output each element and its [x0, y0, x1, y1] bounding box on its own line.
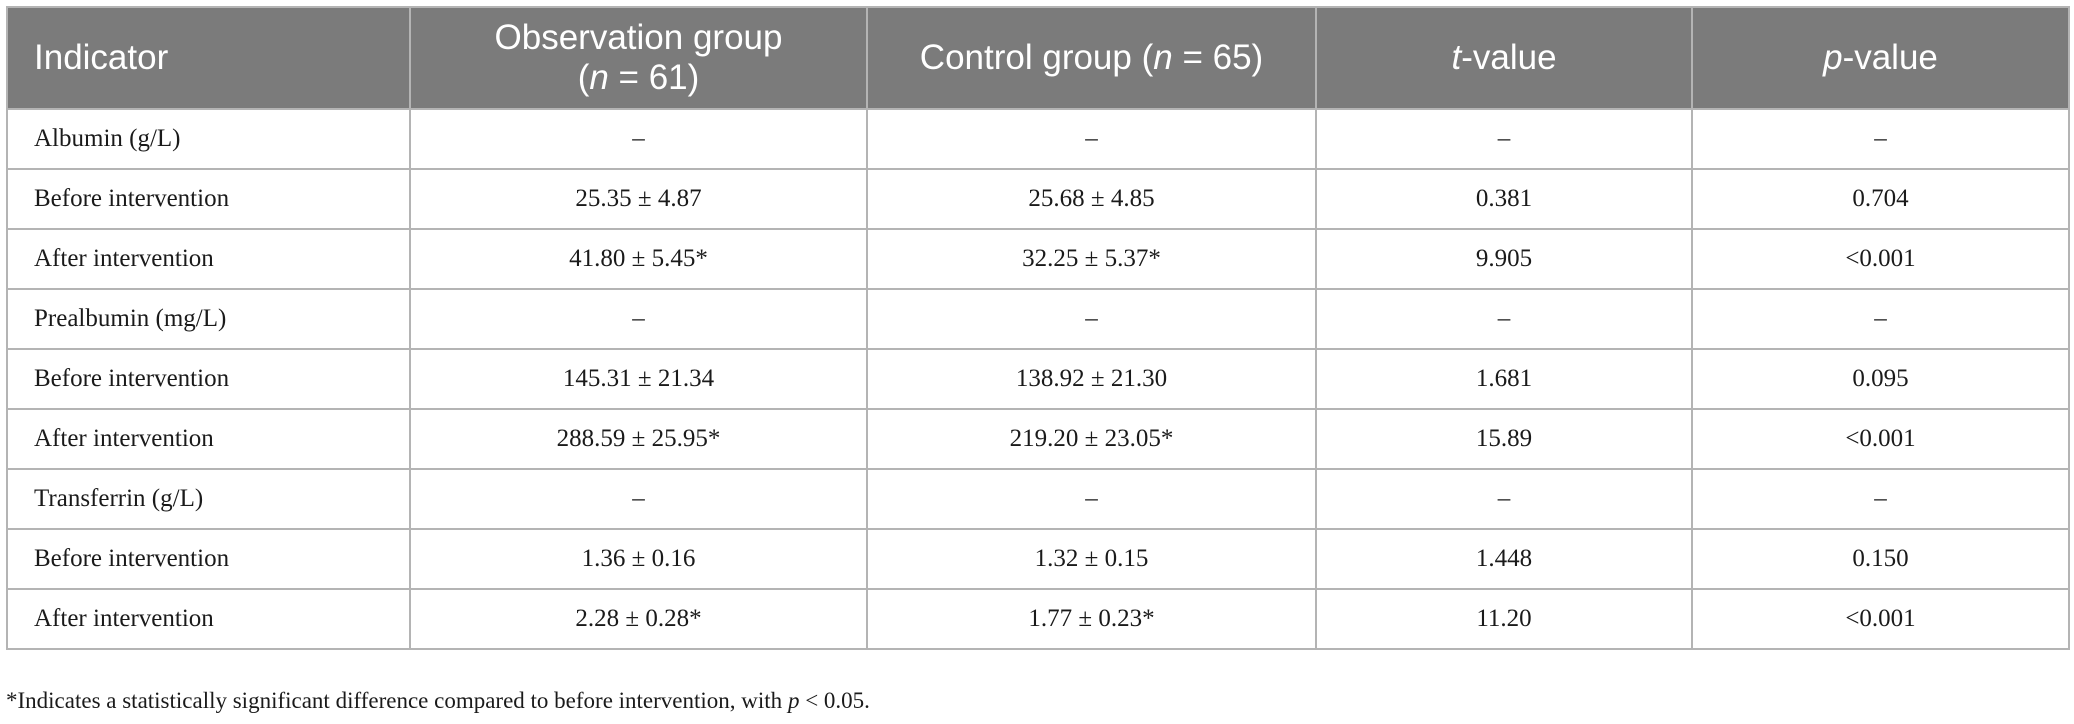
- cell-indicator: Prealbumin (mg/L): [6, 288, 411, 350]
- header-p-value: p-value: [1691, 6, 2070, 110]
- header-indicator: Indicator: [6, 6, 411, 110]
- table-header: Indicator Observation group (n = 61) Cont…: [6, 6, 2070, 110]
- header-observation-group: Observation group (n = 61): [409, 6, 868, 110]
- cell-p-value: <0.001: [1691, 408, 2070, 470]
- cell-observation: –: [409, 108, 868, 170]
- table-row: Transferrin (g/L) – – – –: [6, 468, 2070, 530]
- cell-p-value: –: [1691, 288, 2070, 350]
- cell-t-value: 11.20: [1315, 588, 1693, 650]
- cell-indicator: After intervention: [6, 588, 411, 650]
- table-row: Albumin (g/L) – – – –: [6, 108, 2070, 170]
- header-t-value: t-value: [1315, 6, 1693, 110]
- cell-indicator: Transferrin (g/L): [6, 468, 411, 530]
- table-row: Before intervention 1.36 ± 0.16 1.32 ± 0…: [6, 528, 2070, 590]
- results-table: Indicator Observation group (n = 61) Cont…: [6, 6, 2070, 650]
- cell-t-value: 9.905: [1315, 228, 1693, 290]
- cell-observation: 1.36 ± 0.16: [409, 528, 868, 590]
- header-t-var: t: [1451, 38, 1462, 77]
- table-row: After intervention 288.59 ± 25.95* 219.2…: [6, 408, 2070, 470]
- footnote-threshold: < 0.05.: [799, 688, 870, 713]
- cell-control: 32.25 ± 5.37*: [866, 228, 1317, 290]
- cell-t-value: –: [1315, 108, 1693, 170]
- cell-indicator: Albumin (g/L): [6, 108, 411, 170]
- header-control-n: n: [1153, 38, 1173, 77]
- header-p-var: p: [1823, 38, 1843, 77]
- cell-t-value: 1.448: [1315, 528, 1693, 590]
- table-row: Before intervention 145.31 ± 21.34 138.9…: [6, 348, 2070, 410]
- table-row: After intervention 2.28 ± 0.28* 1.77 ± 0…: [6, 588, 2070, 650]
- header-control-group: Control group (n = 65): [866, 6, 1317, 110]
- cell-control: 219.20 ± 23.05*: [866, 408, 1317, 470]
- cell-control: 138.92 ± 21.30: [866, 348, 1317, 410]
- header-row: Indicator Observation group (n = 61) Cont…: [6, 6, 2070, 110]
- cell-t-value: 0.381: [1315, 168, 1693, 230]
- cell-observation: –: [409, 468, 868, 530]
- cell-p-value: <0.001: [1691, 228, 2070, 290]
- cell-indicator: Before intervention: [6, 528, 411, 590]
- table-row: Prealbumin (mg/L) – – – –: [6, 288, 2070, 350]
- cell-indicator: After intervention: [6, 228, 411, 290]
- cell-observation: 145.31 ± 21.34: [409, 348, 868, 410]
- cell-p-value: –: [1691, 108, 2070, 170]
- cell-observation: 25.35 ± 4.87: [409, 168, 868, 230]
- cell-t-value: 1.681: [1315, 348, 1693, 410]
- header-observation-n: n: [589, 58, 609, 97]
- cell-observation: 288.59 ± 25.95*: [409, 408, 868, 470]
- cell-control: –: [866, 288, 1317, 350]
- footnote-text: *Indicates a statistically significant d…: [6, 688, 788, 713]
- cell-p-value: 0.095: [1691, 348, 2070, 410]
- cell-control: 1.77 ± 0.23*: [866, 588, 1317, 650]
- cell-indicator: Before intervention: [6, 168, 411, 230]
- cell-p-value: 0.704: [1691, 168, 2070, 230]
- cell-p-value: 0.150: [1691, 528, 2070, 590]
- header-indicator-label: Indicator: [34, 38, 169, 77]
- header-control-label: Control group (: [919, 38, 1154, 77]
- header-observation-n-value: = 61): [608, 58, 700, 97]
- table-row: After intervention 41.80 ± 5.45* 32.25 ±…: [6, 228, 2070, 290]
- footnote-p-var: p: [787, 688, 800, 713]
- cell-control: 1.32 ± 0.15: [866, 528, 1317, 590]
- cell-t-value: –: [1315, 468, 1693, 530]
- cell-indicator: After intervention: [6, 408, 411, 470]
- cell-p-value: –: [1691, 468, 2070, 530]
- table-row: Before intervention 25.35 ± 4.87 25.68 ±…: [6, 168, 2070, 230]
- cell-t-value: 15.89: [1315, 408, 1693, 470]
- table-body: Albumin (g/L) – – – – Before interventio…: [6, 108, 2070, 650]
- cell-indicator: Before intervention: [6, 348, 411, 410]
- table-footnote: *Indicates a statistically significant d…: [6, 688, 870, 714]
- cell-control: –: [866, 468, 1317, 530]
- cell-observation: –: [409, 288, 868, 350]
- header-control-n-value: = 65): [1172, 38, 1264, 77]
- header-observation-label: Observation group: [494, 18, 783, 57]
- header-p-rest: -value: [1842, 38, 1938, 77]
- cell-control: –: [866, 108, 1317, 170]
- cell-observation: 41.80 ± 5.45*: [409, 228, 868, 290]
- header-t-rest: -value: [1461, 38, 1557, 77]
- cell-t-value: –: [1315, 288, 1693, 350]
- cell-control: 25.68 ± 4.85: [866, 168, 1317, 230]
- cell-observation: 2.28 ± 0.28*: [409, 588, 868, 650]
- cell-p-value: <0.001: [1691, 588, 2070, 650]
